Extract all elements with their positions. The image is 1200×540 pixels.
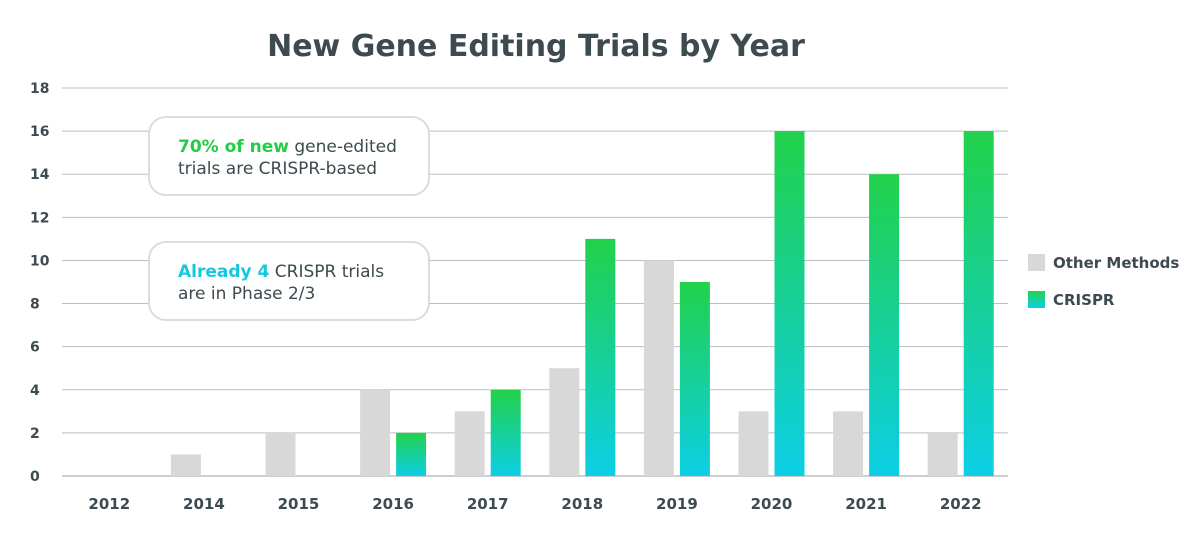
- bar-crispr-2017: [490, 389, 521, 476]
- y-tick-label: 14: [30, 167, 50, 183]
- bar-other-methods-2014: [170, 454, 201, 476]
- y-tick-label: 12: [30, 210, 49, 226]
- annotation-text: gene-edited: [288, 137, 397, 157]
- x-tick-label: 2018: [561, 495, 603, 513]
- y-tick-label: 6: [30, 340, 40, 356]
- bar-crispr-2018: [585, 238, 616, 476]
- x-tick-label: 2016: [372, 495, 414, 513]
- x-tick-label: 2015: [278, 495, 320, 513]
- y-tick-label: 2: [30, 426, 40, 442]
- bar-other-methods-2017: [454, 411, 485, 476]
- legend: Other Methods CRISPR: [1028, 254, 1179, 309]
- x-tick-label: 2017: [467, 495, 509, 513]
- x-tick-label: 2012: [88, 495, 130, 513]
- bar-other-methods-2018: [549, 368, 580, 476]
- annotation-highlight: 70% of new: [178, 137, 289, 157]
- bar-other-methods-2019: [643, 260, 674, 476]
- annotation-phase-trials: Already 4 CRISPR trials are in Phase 2/3: [148, 241, 430, 321]
- bar-crispr-2021: [869, 174, 900, 476]
- legend-swatch-other-methods: [1028, 254, 1045, 271]
- bar-crispr-2022: [963, 131, 994, 476]
- x-tick-label: 2021: [845, 495, 887, 513]
- annotation-text: CRISPR trials: [269, 262, 385, 282]
- y-tick-label: 16: [30, 124, 49, 140]
- bar-crispr-2019: [679, 282, 710, 476]
- y-tick-label: 8: [30, 297, 40, 313]
- annotation-crispr-share: 70% of new gene-edited trials are CRISPR…: [148, 116, 430, 196]
- y-tick-label: 0: [30, 469, 40, 485]
- legend-label-crispr: CRISPR: [1053, 291, 1115, 309]
- annotation-highlight: Already 4: [178, 262, 270, 282]
- bar-crispr-2016: [396, 432, 427, 476]
- y-tick-label: 10: [30, 253, 50, 269]
- x-tick-label: 2019: [656, 495, 698, 513]
- x-axis-ticks: 2012 2014 2015 2016 2017 2018 2019 2020 2021 2022: [88, 495, 981, 513]
- bar-other-methods-2015: [265, 432, 296, 476]
- y-tick-label: 18: [30, 81, 49, 97]
- bar-crispr-2020: [774, 131, 805, 476]
- bar-other-methods-2021: [833, 411, 864, 476]
- legend-label-other-methods: Other Methods: [1053, 254, 1179, 272]
- y-axis-ticks: 0 2 4 6 8 10 12 14 16 18: [30, 81, 50, 485]
- y-tick-label: 4: [30, 383, 40, 399]
- bars: [170, 131, 994, 476]
- bar-other-methods-2022: [927, 432, 958, 476]
- bar-other-methods-2020: [738, 411, 769, 476]
- annotation-text: trials are CRISPR-based: [178, 159, 377, 179]
- x-tick-label: 2014: [183, 495, 225, 513]
- chart-title: New Gene Editing Trials by Year: [267, 29, 805, 64]
- x-tick-label: 2022: [940, 495, 982, 513]
- legend-swatch-crispr: [1028, 291, 1045, 308]
- x-tick-label: 2020: [751, 495, 793, 513]
- annotation-text: are in Phase 2/3: [178, 284, 316, 304]
- bar-other-methods-2016: [360, 389, 391, 476]
